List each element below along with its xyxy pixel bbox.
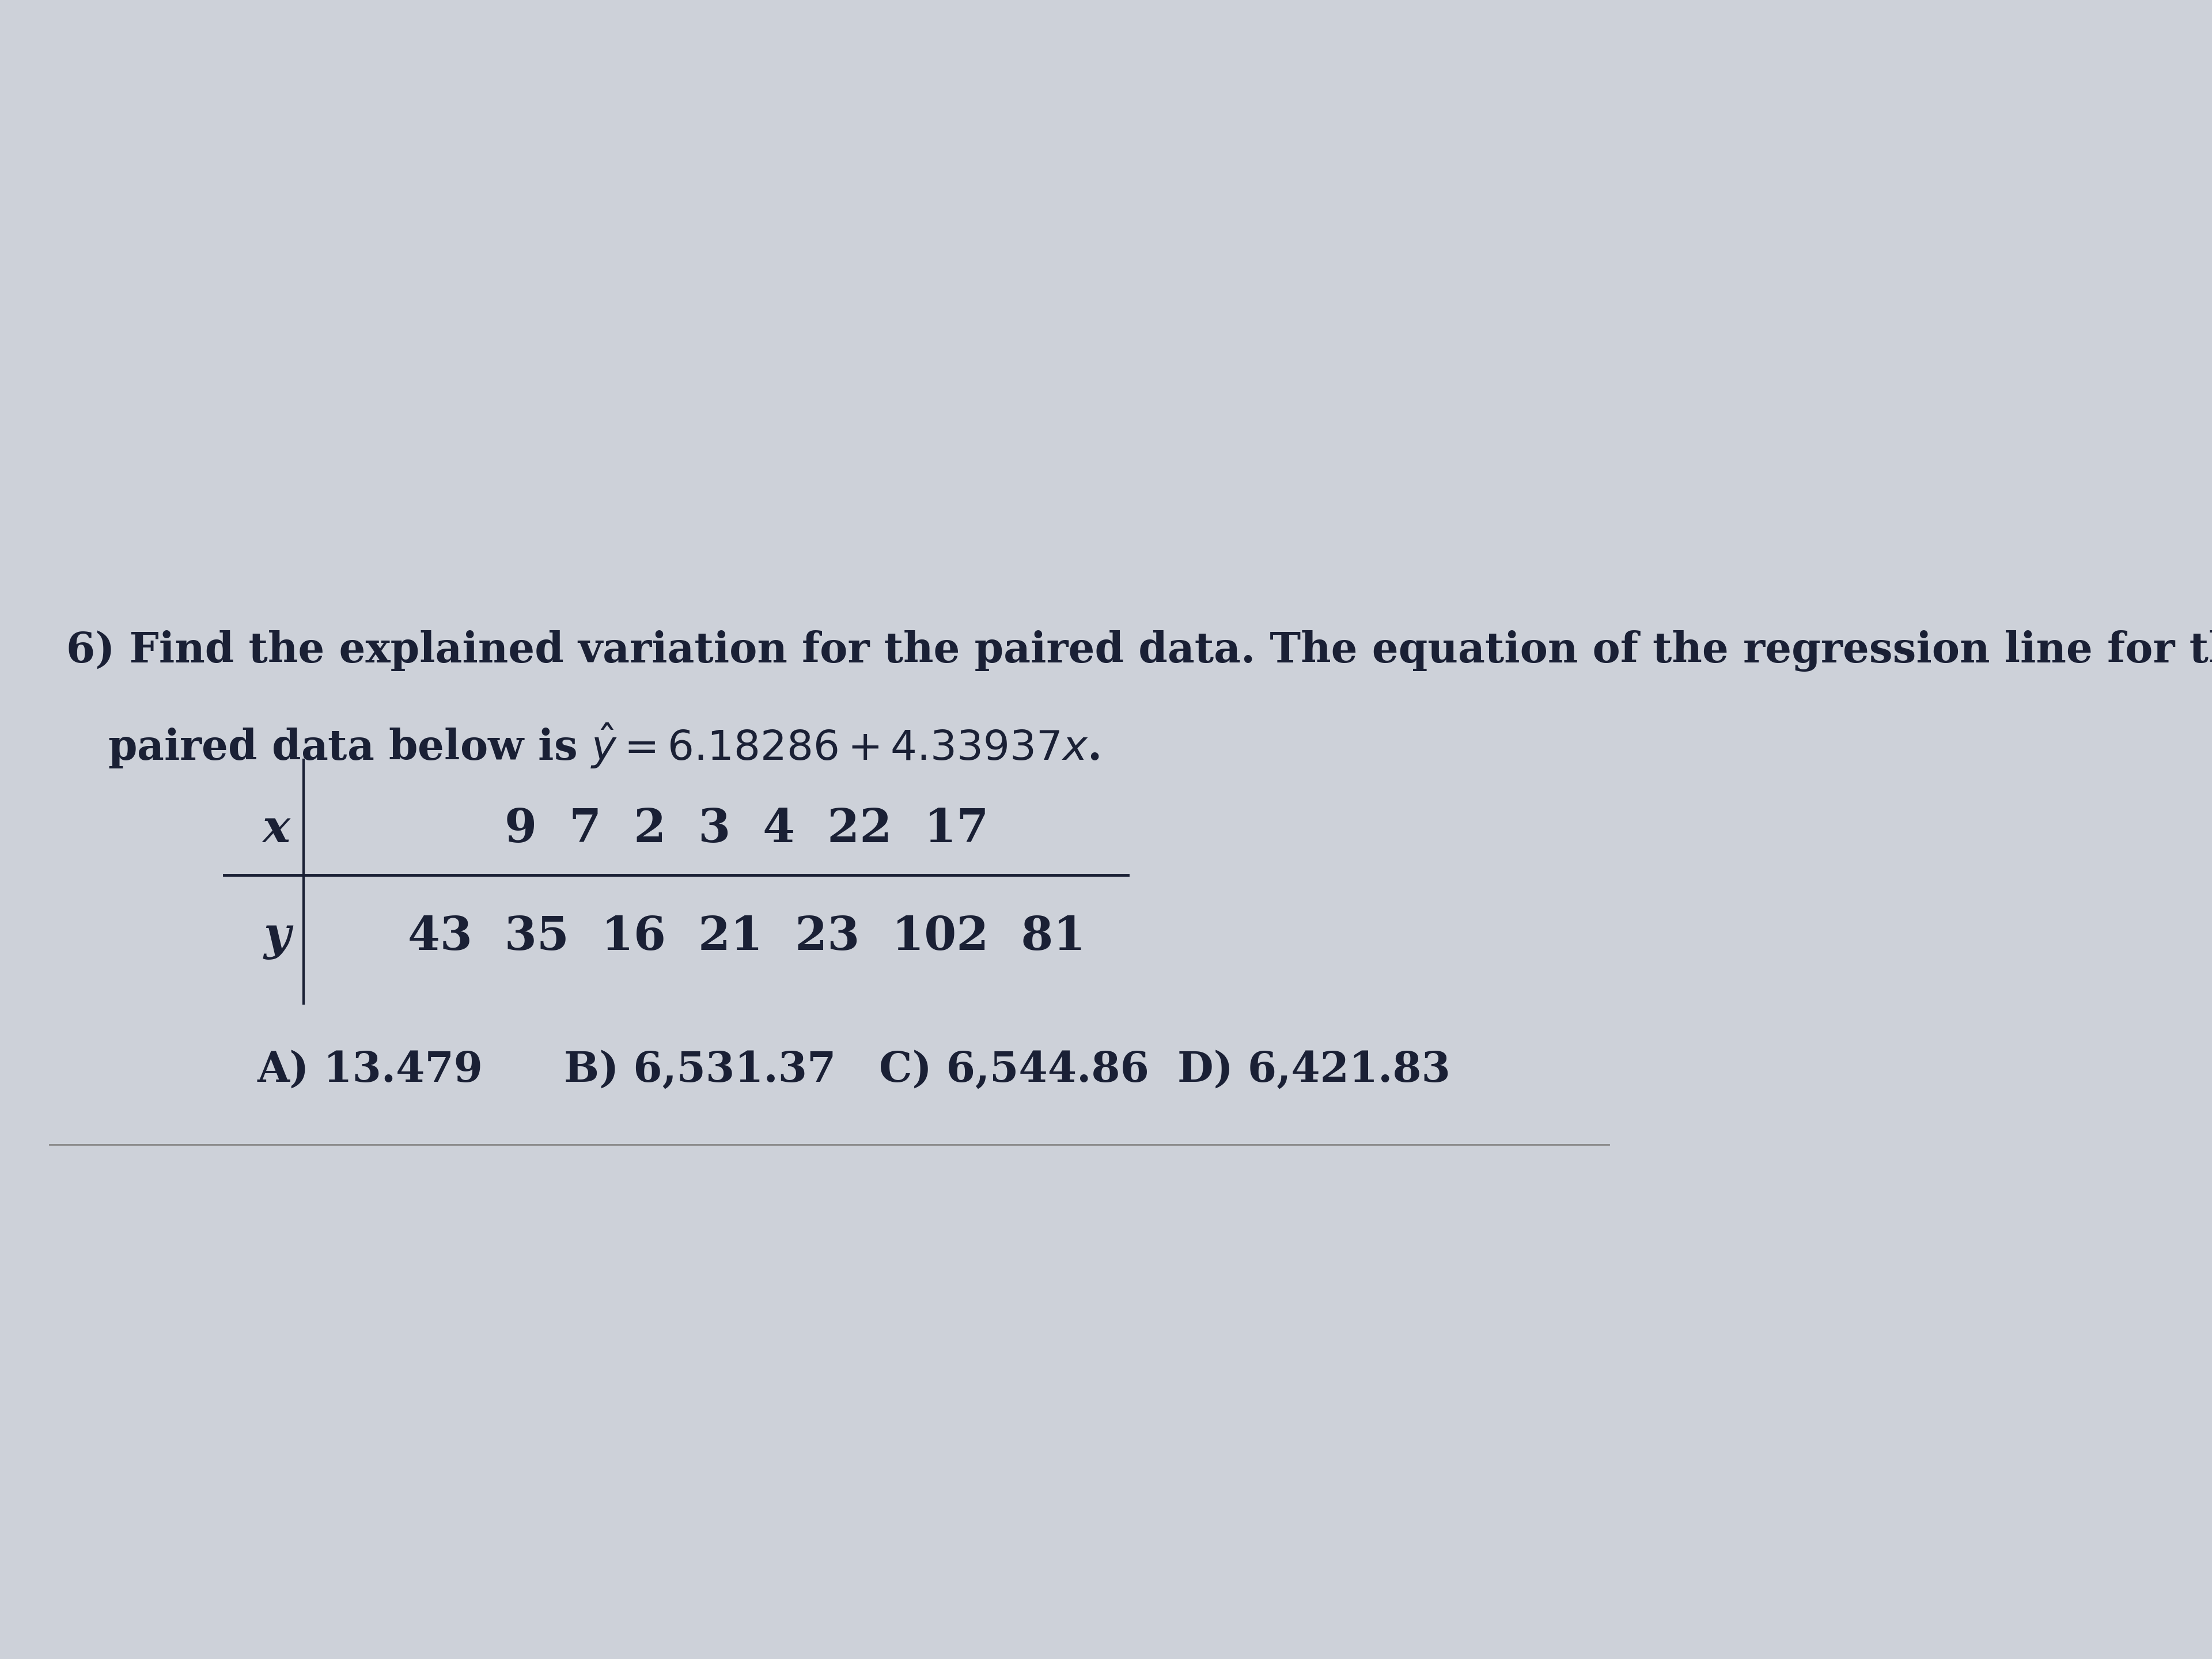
- Text: D) 6,421.83: D) 6,421.83: [1177, 1050, 1451, 1090]
- Text: 9  7  2  3  4  22  17: 9 7 2 3 4 22 17: [504, 806, 989, 853]
- Text: paired data below is $\hat{y}=6.18286+4.33937x$.: paired data below is $\hat{y}=6.18286+4.…: [108, 722, 1099, 770]
- Text: B) 6,531.37: B) 6,531.37: [564, 1050, 836, 1090]
- Text: C) 6,544.86: C) 6,544.86: [878, 1050, 1150, 1090]
- Text: x: x: [263, 808, 290, 851]
- Text: A) 13.479: A) 13.479: [257, 1050, 482, 1090]
- Text: y: y: [263, 916, 290, 959]
- Text: 43  35  16  21  23  102  81: 43 35 16 21 23 102 81: [407, 914, 1086, 961]
- Text: 6) Find the explained variation for the paired data. The equation of the regress: 6) Find the explained variation for the …: [66, 630, 2212, 672]
